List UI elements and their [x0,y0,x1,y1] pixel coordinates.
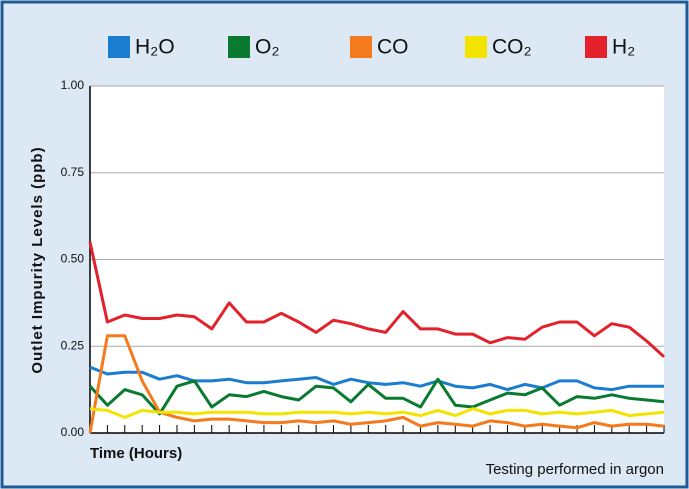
legend-label: CO₂ [492,36,532,59]
x-axis-label: Time (Hours) [90,445,182,462]
y-tick-label: 0.25 [61,338,85,352]
series-line [89,365,664,392]
series-line [89,407,665,419]
series-line [88,334,665,434]
annotation: Testing performed in argon [486,461,664,478]
legend-label: H₂ [612,36,635,59]
series-line [88,377,665,416]
y-tick-label: 0.75 [61,165,85,179]
y-tick-label: 1.00 [61,78,85,92]
legend-swatch [228,36,250,58]
legend-label: O₂ [255,36,280,59]
y-axis-label: Outlet Impurity Levels (ppb) [29,146,46,373]
y-tick-label: 0.00 [61,425,85,439]
legend-label: CO [377,36,409,59]
legend-swatch [585,36,607,58]
y-tick-label: 0.50 [61,252,85,266]
series-line [88,241,666,358]
legend-label: H₂O [135,36,175,59]
legend-swatch [465,36,487,58]
legend-swatch [108,36,130,58]
legend-swatch [350,36,372,58]
